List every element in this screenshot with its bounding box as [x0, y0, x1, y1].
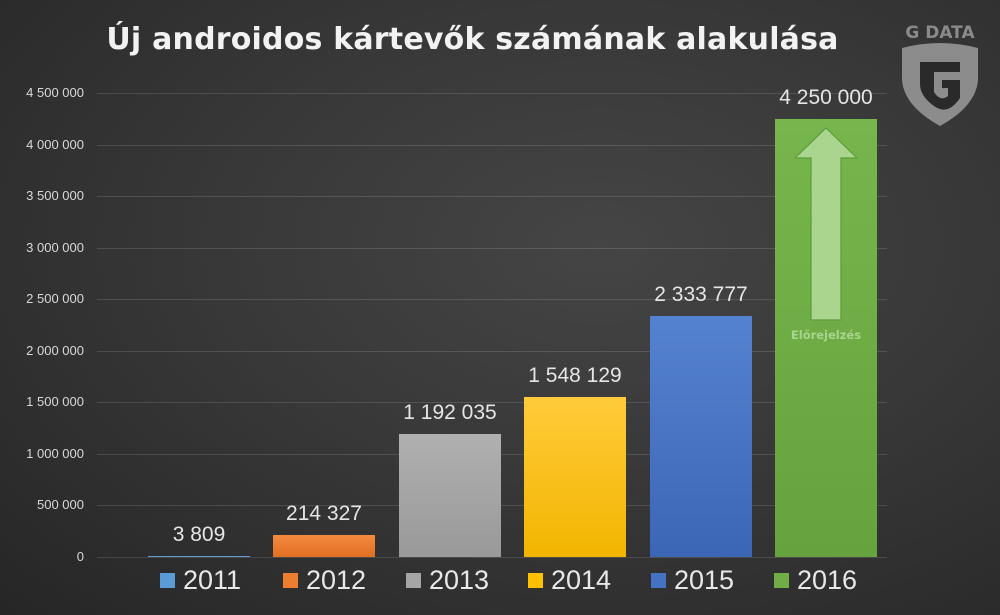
y-axis-tick-label: 3 500 000: [26, 188, 84, 203]
legend-item-2013: 2013: [406, 565, 489, 596]
legend-swatch: [774, 573, 789, 588]
bar-value-label: 1 192 035: [403, 401, 497, 425]
legend-item-2016: 2016: [774, 565, 857, 596]
gridline: [97, 402, 887, 403]
forecast-label: Előrejelzés: [790, 328, 862, 342]
legend: 2011 2012 2013 2014 2015 2016: [0, 565, 1000, 605]
bar-value-label: 214 327: [286, 501, 362, 525]
gridline: [97, 93, 887, 94]
gridline: [97, 145, 887, 146]
legend-item-2012: 2012: [283, 565, 366, 596]
logo-text: G DATA: [905, 23, 975, 43]
y-axis-tick-label: 1 000 000: [26, 446, 84, 461]
legend-item-2011: 2011: [160, 565, 241, 596]
gdata-logo-icon: G DATA: [902, 23, 978, 126]
legend-label: 2015: [674, 565, 735, 595]
bar-value-label: 2 333 777: [654, 283, 748, 307]
bar-2014: [524, 397, 626, 557]
gridline: [97, 248, 887, 249]
bar-2015: [650, 316, 752, 557]
legend-label: 2014: [551, 565, 612, 595]
gridline: [97, 196, 887, 197]
legend-item-2014: 2014: [528, 565, 611, 596]
legend-item-2015: 2015: [651, 565, 734, 596]
y-axis-tick-label: 4 000 000: [26, 137, 84, 152]
y-axis-tick-label: 1 500 000: [26, 394, 84, 409]
legend-swatch: [528, 573, 543, 588]
y-axis-tick-label: 0: [76, 549, 84, 564]
legend-label: 2011: [183, 565, 242, 595]
chart-title: Új androidos kártevők számának alakulása: [106, 22, 839, 57]
legend-swatch: [406, 573, 421, 588]
bar-value-label: 4 250 000: [779, 85, 873, 109]
gridline: [97, 299, 887, 300]
bar-value-label: 1 548 129: [528, 364, 622, 388]
legend-swatch: [283, 573, 298, 588]
y-axis-tick-label: 2 000 000: [26, 343, 84, 358]
bar-value-label: 3 809: [172, 523, 226, 546]
y-axis-tick-label: 2 500 000: [26, 291, 84, 306]
y-axis-tick-label: 3 000 000: [26, 240, 84, 255]
bar-2012: [273, 534, 375, 557]
legend-swatch: [160, 573, 175, 588]
legend-label: 2013: [429, 565, 490, 595]
bar-2011: [148, 556, 250, 557]
forecast-up-arrow-icon: [794, 127, 858, 321]
gridline: [97, 351, 887, 352]
gridline: [97, 557, 887, 558]
y-axis-tick-label: 4 500 000: [26, 85, 84, 100]
legend-label: 2012: [306, 565, 367, 595]
legend-swatch: [651, 573, 666, 588]
y-axis-tick-label: 500 000: [37, 497, 84, 512]
legend-label: 2016: [797, 565, 858, 595]
bar-2013: [399, 434, 501, 557]
